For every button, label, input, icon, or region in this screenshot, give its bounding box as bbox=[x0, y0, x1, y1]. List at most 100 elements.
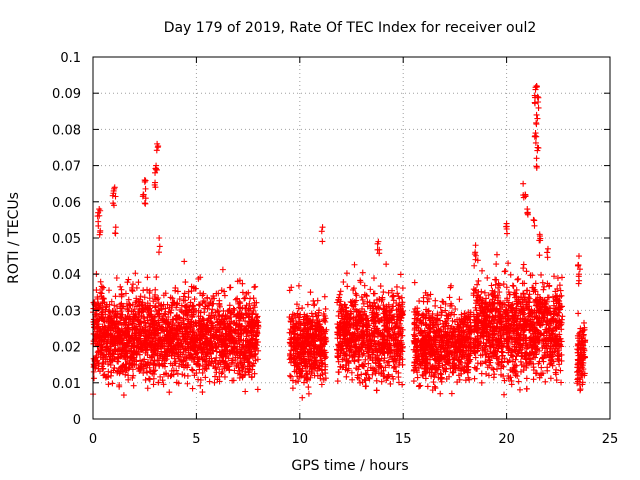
data-point bbox=[93, 287, 100, 294]
data-point bbox=[146, 364, 153, 371]
data-point bbox=[416, 298, 423, 305]
data-point bbox=[397, 271, 404, 278]
data-point bbox=[162, 305, 169, 312]
data-point bbox=[191, 372, 198, 379]
data-point bbox=[219, 266, 226, 273]
data-point bbox=[239, 322, 246, 329]
data-point bbox=[520, 265, 527, 272]
data-point bbox=[107, 361, 114, 368]
data-point bbox=[289, 385, 296, 392]
data-point bbox=[501, 391, 508, 398]
data-point bbox=[112, 293, 119, 300]
data-point bbox=[243, 302, 250, 309]
data-point bbox=[129, 281, 136, 288]
data-point bbox=[214, 376, 221, 383]
data-point bbox=[157, 373, 164, 380]
data-point bbox=[380, 289, 387, 296]
data-point bbox=[125, 276, 132, 283]
data-point bbox=[117, 283, 124, 290]
data-point bbox=[509, 282, 516, 289]
data-point bbox=[226, 302, 233, 309]
data-point bbox=[286, 287, 293, 294]
data-point bbox=[209, 306, 216, 313]
data-point bbox=[478, 379, 485, 386]
data-point bbox=[113, 275, 120, 282]
data-point bbox=[399, 285, 406, 292]
data-point bbox=[137, 357, 144, 364]
data-point bbox=[456, 296, 463, 303]
data-point bbox=[349, 376, 356, 383]
data-point bbox=[415, 383, 422, 390]
data-point bbox=[206, 378, 213, 385]
data-point bbox=[553, 366, 560, 373]
data-point bbox=[219, 357, 226, 364]
data-point bbox=[230, 305, 237, 312]
data-point bbox=[100, 284, 107, 291]
data-point bbox=[107, 372, 114, 379]
data-point bbox=[94, 295, 101, 302]
data-point bbox=[153, 308, 160, 315]
grid-lines bbox=[93, 57, 610, 419]
data-point bbox=[213, 348, 220, 355]
data-point bbox=[140, 319, 147, 326]
data-point bbox=[307, 289, 314, 296]
data-point bbox=[164, 301, 171, 308]
data-point bbox=[197, 290, 204, 297]
data-point bbox=[179, 330, 186, 337]
data-point bbox=[137, 293, 144, 300]
data-point bbox=[488, 282, 495, 289]
data-point bbox=[160, 292, 167, 299]
data-point bbox=[135, 279, 142, 286]
data-point bbox=[242, 294, 249, 301]
data-point bbox=[111, 302, 118, 309]
data-point bbox=[178, 302, 185, 309]
data-point bbox=[155, 294, 162, 301]
data-point bbox=[199, 389, 206, 396]
data-point bbox=[154, 357, 161, 364]
data-point bbox=[208, 296, 215, 303]
data-point bbox=[213, 354, 220, 361]
data-point bbox=[321, 293, 328, 300]
data-point bbox=[343, 373, 350, 380]
data-point bbox=[226, 348, 233, 355]
data-point bbox=[150, 375, 157, 382]
data-point bbox=[129, 374, 136, 381]
data-point bbox=[129, 288, 136, 295]
data-point bbox=[243, 290, 250, 297]
data-point bbox=[144, 274, 151, 281]
data-point bbox=[97, 278, 104, 285]
data-point bbox=[146, 376, 153, 383]
data-point bbox=[95, 360, 102, 367]
data-point bbox=[556, 282, 563, 289]
data-point bbox=[314, 297, 321, 304]
data-point bbox=[437, 304, 444, 311]
data-point bbox=[211, 379, 218, 386]
data-point bbox=[371, 290, 378, 297]
data-point bbox=[202, 374, 209, 381]
data-point bbox=[305, 390, 312, 397]
chart-title: Day 179 of 2019, Rate Of TEC Index for r… bbox=[164, 20, 537, 36]
data-point bbox=[340, 278, 347, 285]
data-point bbox=[311, 302, 318, 309]
data-point bbox=[175, 363, 182, 370]
data-point bbox=[502, 268, 509, 275]
data-point bbox=[111, 364, 118, 371]
data-point bbox=[236, 304, 243, 311]
data-point bbox=[121, 319, 128, 326]
data-point bbox=[448, 390, 455, 397]
data-point bbox=[105, 368, 112, 375]
data-point bbox=[128, 307, 135, 314]
data-point bbox=[393, 283, 400, 290]
data-point bbox=[516, 386, 523, 393]
data-point bbox=[337, 288, 344, 295]
data-point bbox=[236, 374, 243, 381]
data-point bbox=[214, 336, 221, 343]
data-point bbox=[479, 267, 486, 274]
data-point bbox=[167, 360, 174, 367]
data-point bbox=[224, 364, 231, 371]
data-point bbox=[216, 311, 223, 318]
data-point bbox=[151, 357, 158, 364]
data-point bbox=[437, 390, 444, 397]
data-point bbox=[184, 380, 191, 387]
